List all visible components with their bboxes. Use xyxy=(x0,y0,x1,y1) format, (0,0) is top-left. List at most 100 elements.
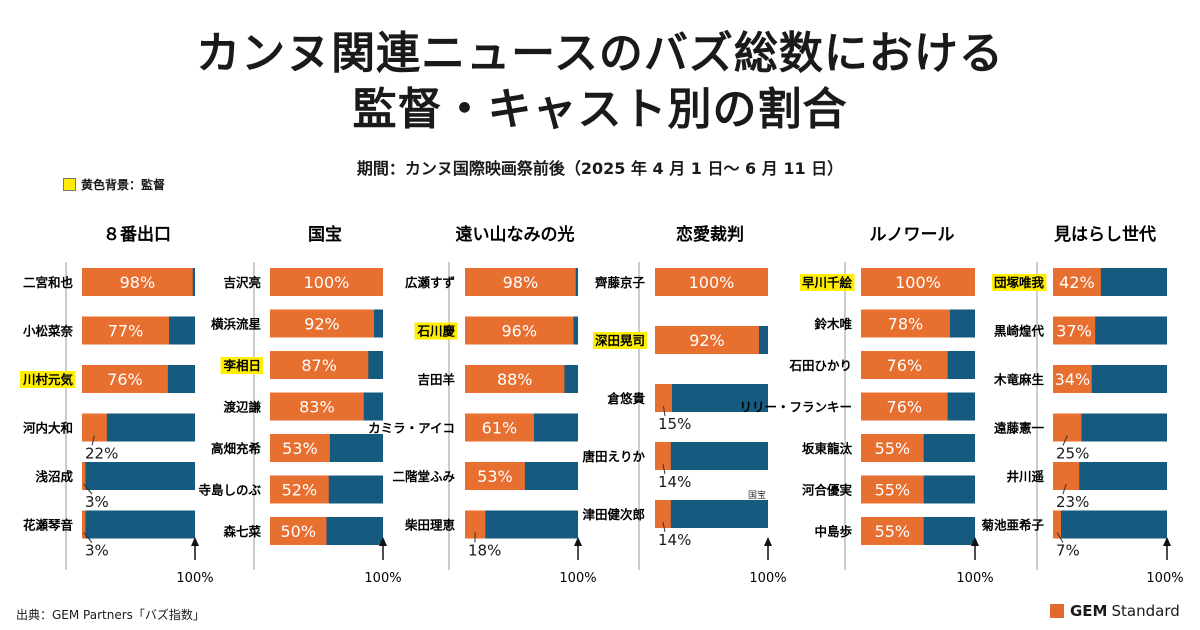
reference-arrow-head xyxy=(379,537,387,546)
data-label: 77% xyxy=(108,322,144,341)
panel-title: ルノワール xyxy=(870,225,955,245)
data-label: 76% xyxy=(887,356,923,375)
data-label: 37% xyxy=(1056,322,1092,341)
data-label: 23% xyxy=(1056,493,1089,511)
brand-name-strong: GEM xyxy=(1070,602,1108,620)
bar-share xyxy=(861,434,924,462)
data-label: 96% xyxy=(501,322,537,341)
label-leader xyxy=(662,463,666,475)
chart-subtitle: 期間：カンヌ国際映画祭前後（2025 年 4 月 1 日～ 6 月 11 日） xyxy=(356,159,844,178)
panel-title: 恋愛裁判 xyxy=(676,224,744,245)
bar-share xyxy=(1053,268,1101,296)
person-name: 石田ひかり xyxy=(788,358,852,373)
reference-arrow-head xyxy=(574,537,582,546)
data-label: 100% xyxy=(689,273,735,292)
axis-label-100: 100% xyxy=(749,571,786,586)
bar-share xyxy=(465,316,574,345)
person-name: 倉悠貴 xyxy=(606,391,645,406)
person-name: 河合優実 xyxy=(802,483,853,498)
data-label: 3% xyxy=(85,542,109,560)
person-name: 菊池亜希子 xyxy=(980,518,1044,533)
data-label: 22% xyxy=(85,445,118,463)
data-label: 18% xyxy=(468,542,501,560)
data-label: 55% xyxy=(875,439,911,458)
label-leader xyxy=(91,435,95,446)
label-leader xyxy=(1062,483,1067,495)
data-label: 76% xyxy=(107,370,143,389)
bar-share xyxy=(270,392,364,421)
bar-share xyxy=(655,268,768,296)
data-label: 76% xyxy=(887,398,923,417)
bar-share xyxy=(1053,462,1080,490)
bar-share xyxy=(465,365,565,393)
bar-share xyxy=(465,462,525,490)
director-highlight xyxy=(799,274,855,291)
label-leader xyxy=(83,483,93,495)
bar-share xyxy=(270,268,383,296)
person-name: 石川慶 xyxy=(416,324,455,339)
data-label: 55% xyxy=(875,522,911,541)
bar-share xyxy=(82,365,168,393)
bar-share xyxy=(861,392,948,421)
reference-arrow-head xyxy=(191,537,199,546)
person-name: 中島歩 xyxy=(814,524,852,539)
brand-name-rest: Standard xyxy=(1111,602,1180,620)
bar-share xyxy=(1053,365,1092,393)
person-name: 吉沢亮 xyxy=(223,275,261,290)
bar-share xyxy=(270,309,374,338)
label-leader xyxy=(83,532,93,543)
person-name: 早川千絵 xyxy=(802,275,853,290)
person-name: 川村元気 xyxy=(22,372,74,387)
person-name: 二宮和也 xyxy=(23,275,74,290)
axis-label-100: 100% xyxy=(559,571,596,586)
bar-share xyxy=(82,510,86,539)
bar-share xyxy=(655,326,759,354)
bar-share xyxy=(655,500,671,528)
person-name: 渡辺謙 xyxy=(223,400,261,415)
person-name: 李相日 xyxy=(222,358,261,373)
label-leader xyxy=(1056,532,1064,543)
person-name: 高畑充希 xyxy=(211,441,262,456)
axis-label-100: 100% xyxy=(1146,571,1183,586)
bar-share xyxy=(465,268,576,296)
legend: 黄色背景：監督 xyxy=(63,176,165,193)
data-label: 25% xyxy=(1056,445,1089,463)
person-name: 浅沼成 xyxy=(35,469,73,484)
person-name: 広瀬すず xyxy=(405,275,456,290)
chart-title-line2: 監督・キャスト別の割合 xyxy=(352,84,848,135)
reference-arrow-head xyxy=(1163,537,1171,546)
bar-remainder xyxy=(82,462,195,490)
person-name: 寺島しのぶ xyxy=(198,483,261,498)
person-name: 柴田理恵 xyxy=(404,518,456,533)
data-label: 100% xyxy=(304,273,350,292)
panel-title: 遠い山なみの光 xyxy=(456,224,575,245)
bar-share xyxy=(82,268,193,296)
data-label: 87% xyxy=(301,356,337,375)
label-leader xyxy=(1062,435,1068,446)
bar-share xyxy=(270,517,327,545)
bar-share xyxy=(861,309,950,338)
bar-share xyxy=(1053,510,1061,539)
legend-swatch-director xyxy=(63,178,76,191)
axis-label-100: 100% xyxy=(956,571,993,586)
data-label: 53% xyxy=(282,439,318,458)
source-note: 出典：GEM Partners「バズ指数」 xyxy=(16,608,205,622)
person-name: 唐田えりか xyxy=(582,449,645,464)
person-name: 坂東龍汰 xyxy=(802,441,853,456)
data-label: 14% xyxy=(658,531,691,549)
data-label: 55% xyxy=(875,481,911,500)
data-label: 53% xyxy=(477,467,513,486)
bar-share xyxy=(270,434,330,462)
data-label: 42% xyxy=(1059,273,1095,292)
label-leader xyxy=(662,521,666,533)
data-label: 83% xyxy=(299,398,335,417)
data-label: 92% xyxy=(689,331,725,350)
data-label: 52% xyxy=(282,481,318,500)
person-name: 花瀬琴音 xyxy=(23,518,74,533)
data-label: 14% xyxy=(658,473,691,491)
legend-label: 黄色背景：監督 xyxy=(81,178,166,192)
data-label: 88% xyxy=(497,370,533,389)
person-name: 齊藤京子 xyxy=(594,275,646,290)
panel-title: 国宝 xyxy=(308,224,342,245)
